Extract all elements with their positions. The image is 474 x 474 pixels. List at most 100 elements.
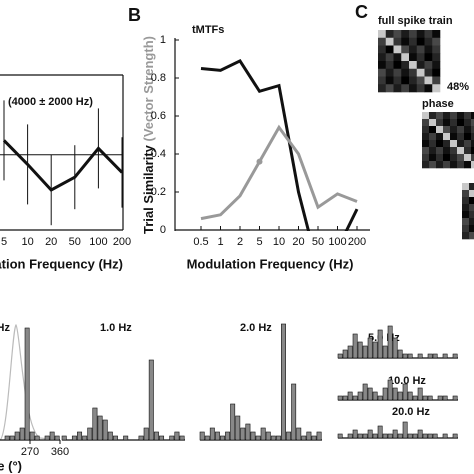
bar [138, 435, 144, 441]
bar [427, 433, 433, 439]
matrix-cell [385, 30, 394, 39]
bar [230, 403, 236, 441]
matrix-cell [401, 68, 410, 77]
bar [347, 345, 353, 359]
bar [412, 433, 418, 439]
bar [92, 407, 98, 441]
bar [209, 427, 215, 441]
matrix-cell [432, 76, 441, 85]
matrix-cell [401, 53, 410, 62]
matrix-cell [429, 161, 437, 169]
matrix-cell [401, 30, 410, 39]
bar [19, 427, 25, 441]
matrix-cell [432, 37, 441, 46]
matrix-cell [409, 61, 418, 70]
x-tick-label: 1 [217, 236, 223, 248]
bar [352, 333, 358, 359]
bar [397, 433, 403, 439]
matrix-cell [416, 76, 425, 85]
bar [452, 395, 458, 401]
bar [337, 353, 343, 359]
bar [382, 345, 388, 359]
x-axis-label: Modulation Frequency (Hz) [0, 256, 123, 271]
bar [255, 435, 261, 441]
matrix-cell [457, 154, 465, 162]
bar [159, 435, 165, 441]
matrix-cell [464, 147, 472, 155]
matrix-cell [385, 61, 394, 70]
y-tick-label: 0 [160, 224, 166, 236]
matrix-cell [464, 126, 472, 134]
matrix-cell [432, 61, 441, 70]
bar [220, 435, 225, 441]
bar [432, 433, 438, 439]
matrix-cell [422, 133, 430, 141]
matrix-cell [443, 133, 451, 141]
matrix-cell [450, 112, 458, 120]
matrix-cell [401, 61, 410, 70]
matrix-cell [424, 76, 433, 85]
matrix-cell [457, 126, 465, 134]
x-axis-label: Phase (°) [0, 458, 22, 473]
bar [29, 431, 35, 441]
matrix-cell [450, 119, 458, 127]
bar [387, 433, 393, 439]
matrix-cell [469, 211, 474, 219]
bar [392, 337, 398, 359]
bar [377, 425, 383, 439]
matrix-cell [424, 84, 433, 93]
matrix-cell [436, 161, 444, 169]
matrix-cell [464, 133, 472, 141]
bar [387, 379, 393, 401]
line [200, 58, 359, 231]
bar [402, 421, 408, 439]
matrix-cell [429, 112, 437, 120]
bar [301, 435, 307, 441]
matrix-cell [378, 84, 387, 93]
caption: phase [422, 98, 454, 110]
bar [407, 391, 413, 401]
bar [34, 435, 40, 441]
matrix-cell [409, 76, 418, 85]
matrix-cell [436, 126, 444, 134]
matrix-cell [416, 30, 425, 39]
bar [357, 433, 363, 439]
matrix-cell [436, 147, 444, 155]
bar [4, 435, 10, 441]
bar [362, 433, 368, 439]
matrix-cell [457, 147, 465, 155]
matrix-cell [464, 154, 472, 162]
bar [250, 431, 256, 441]
x-tick-label: 2 [237, 236, 243, 248]
matrix-cell [416, 68, 425, 77]
bar [422, 395, 428, 401]
matrix-cell [409, 53, 418, 62]
matrix-cell [424, 45, 433, 54]
matrix-cell [469, 183, 474, 191]
matrix-cell [393, 37, 402, 46]
bar [49, 431, 55, 441]
matrix-cell [457, 133, 465, 141]
chart-title: tMTFs [192, 24, 224, 36]
matrix-cell [432, 30, 441, 39]
matrix-cell [393, 84, 402, 93]
matrix-cell [443, 161, 451, 169]
matrix-cell [462, 183, 470, 191]
line [200, 124, 358, 221]
matrix-cell [424, 68, 433, 77]
matrix-cell [416, 61, 425, 70]
x-tick-label: 5 [256, 236, 262, 248]
bar [382, 387, 388, 401]
marker [256, 158, 263, 165]
bar [422, 433, 428, 439]
y-axis-label: (Vector Strength) [141, 36, 156, 141]
matrix-cell [462, 211, 470, 219]
matrix-cell [432, 53, 441, 62]
matrix-cell [450, 133, 458, 141]
bar [123, 435, 129, 441]
bar [281, 323, 286, 441]
matrix-cell [443, 140, 451, 148]
fit-curve [0, 324, 61, 441]
